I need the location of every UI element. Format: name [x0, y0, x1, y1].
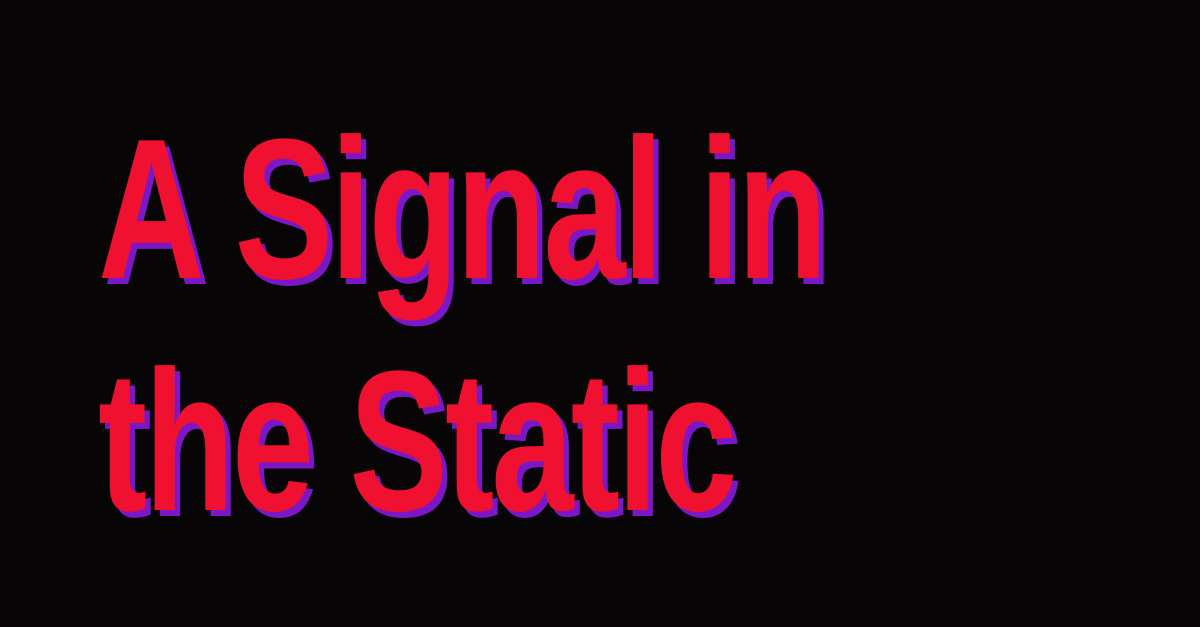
headline-line-1: A Signal in: [98, 98, 828, 321]
headline-line-2: the Static: [98, 330, 738, 553]
headline: A Signal in the Static: [98, 94, 838, 558]
